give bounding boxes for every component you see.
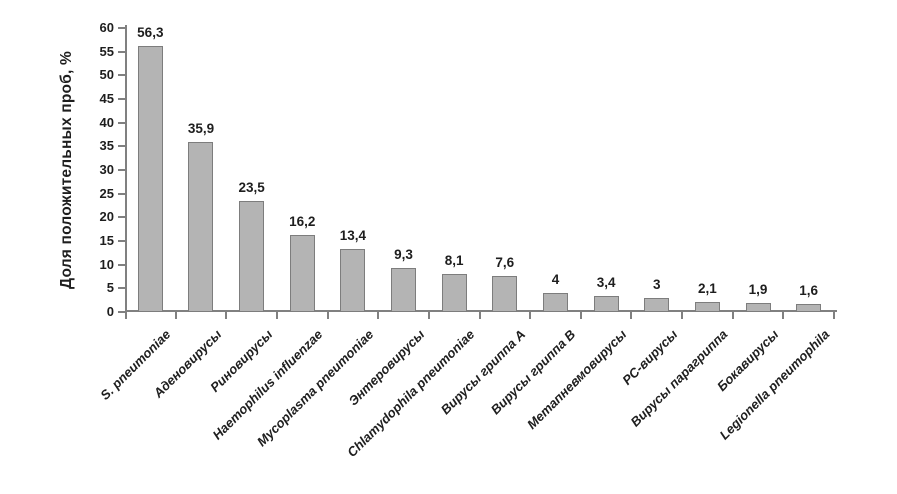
x-axis-tick bbox=[427, 312, 430, 319]
y-axis-tick bbox=[118, 169, 125, 171]
y-axis-tick bbox=[118, 287, 125, 290]
bar-value-label: 3 bbox=[652, 276, 661, 292]
bar bbox=[441, 273, 467, 312]
bar bbox=[542, 293, 568, 312]
bar-value-label: 56,3 bbox=[137, 24, 164, 40]
y-axis-tick bbox=[118, 50, 125, 53]
x-axis-tick bbox=[225, 312, 228, 319]
y-axis-tick-label: 0 bbox=[106, 304, 114, 319]
x-axis-tick bbox=[125, 312, 127, 319]
y-axis-tick-label: 40 bbox=[99, 114, 114, 130]
bar-value-label: 8,1 bbox=[444, 252, 464, 268]
bar-value-label: 23,5 bbox=[238, 179, 265, 195]
y-axis-tick-label: 45 bbox=[99, 91, 114, 106]
y-axis-tick bbox=[118, 121, 125, 124]
bar-value-label: 7,6 bbox=[495, 255, 515, 271]
bar-value-label: 1,6 bbox=[799, 283, 819, 299]
bar bbox=[492, 276, 518, 312]
y-axis-line bbox=[125, 25, 127, 313]
x-axis-tick bbox=[275, 312, 278, 319]
bar bbox=[593, 295, 619, 312]
y-axis-tick bbox=[118, 263, 125, 266]
bar bbox=[340, 248, 366, 312]
bar bbox=[796, 304, 822, 312]
y-axis-tick-label: 5 bbox=[106, 280, 114, 296]
x-axis-tick bbox=[630, 312, 633, 319]
y-axis-tick bbox=[118, 27, 125, 29]
y-axis-tick bbox=[118, 74, 125, 77]
y-axis-tick bbox=[118, 98, 125, 100]
x-axis-tick bbox=[579, 312, 582, 319]
y-axis-tick-label: 60 bbox=[99, 20, 114, 35]
y-axis-tick-label: 55 bbox=[99, 43, 114, 59]
bar-value-label: 16,2 bbox=[289, 214, 316, 230]
bar bbox=[644, 297, 670, 312]
bar-value-label: 4 bbox=[551, 272, 560, 288]
y-axis-tick bbox=[118, 311, 125, 313]
x-axis-tick bbox=[782, 312, 785, 319]
bar-value-label: 2,1 bbox=[698, 281, 717, 297]
y-axis-tick bbox=[118, 145, 125, 148]
bar-value-label: 3,4 bbox=[596, 274, 616, 290]
bar bbox=[289, 235, 315, 312]
x-axis-tick bbox=[833, 312, 835, 319]
bar bbox=[239, 200, 265, 312]
bar bbox=[188, 142, 214, 312]
bar-value-label: 9,3 bbox=[394, 246, 413, 262]
bar bbox=[137, 45, 163, 312]
y-axis-tick-label: 30 bbox=[99, 162, 114, 177]
y-axis-tick bbox=[118, 216, 125, 219]
y-axis-tick-label: 50 bbox=[99, 67, 114, 83]
y-axis-tick-label: 20 bbox=[99, 209, 114, 225]
x-axis-tick bbox=[377, 312, 380, 319]
y-axis-tick bbox=[118, 192, 125, 195]
y-axis-tick-label: 15 bbox=[99, 233, 114, 248]
bar bbox=[694, 302, 720, 312]
bar-value-label: 13,4 bbox=[339, 227, 367, 243]
x-axis-tick bbox=[681, 312, 684, 319]
bar-value-label: 1,9 bbox=[748, 282, 768, 297]
x-axis-tick bbox=[478, 312, 481, 319]
x-axis-tick bbox=[731, 312, 734, 319]
y-axis-tick-label: 10 bbox=[99, 256, 114, 272]
x-axis-tick bbox=[326, 312, 329, 319]
y-axis-tick bbox=[118, 240, 125, 242]
x-axis-tick bbox=[174, 312, 177, 319]
y-axis-tick-label: 35 bbox=[99, 138, 114, 154]
bar bbox=[391, 267, 417, 312]
bar-value-label: 35,9 bbox=[187, 121, 215, 137]
bar bbox=[745, 303, 771, 312]
y-axis-tick-label: 25 bbox=[99, 185, 114, 201]
x-axis-tick bbox=[529, 312, 532, 319]
x-axis-line bbox=[125, 310, 837, 312]
